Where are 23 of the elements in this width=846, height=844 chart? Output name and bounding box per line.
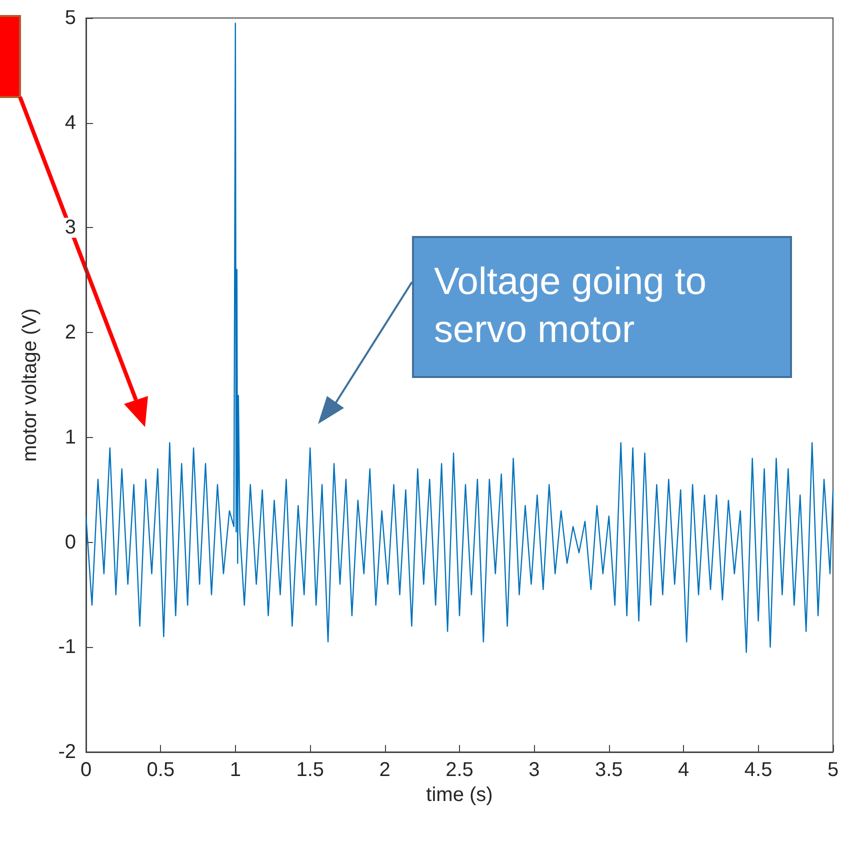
y-tick-label: -2 (58, 741, 76, 763)
y-tick-label: 2 (64, 322, 76, 344)
y-tick-label: 1 (64, 426, 76, 448)
y-tick-label: 4 (64, 112, 76, 134)
x-tick-label: 5 (827, 759, 839, 781)
x-axis-title: time (s) (426, 784, 493, 806)
line-series (85, 22, 834, 653)
x-tick-label: 3.5 (594, 759, 623, 781)
y-tick-label: 5 (64, 7, 76, 29)
x-tick-label: 3 (528, 759, 540, 781)
x-tick-label: 1 (230, 759, 241, 781)
y-tick-label: -1 (58, 636, 76, 658)
x-tick-label: 2 (379, 759, 390, 781)
y-tick-label: 0 (64, 531, 76, 554)
x-tick-label: 2.5 (446, 759, 474, 781)
x-tick-label: 1.5 (296, 759, 324, 781)
annotation: Voltage going to servo motor (412, 236, 792, 378)
y-axis-title: motor voltage (V) (19, 308, 41, 462)
y-tick-label: 3 (64, 216, 76, 239)
x-tick-label: 4 (678, 759, 690, 781)
x-tick-label: 0 (80, 759, 92, 781)
x-tick-label: 4.5 (744, 759, 772, 781)
x-tick-label: 0.5 (146, 759, 175, 781)
